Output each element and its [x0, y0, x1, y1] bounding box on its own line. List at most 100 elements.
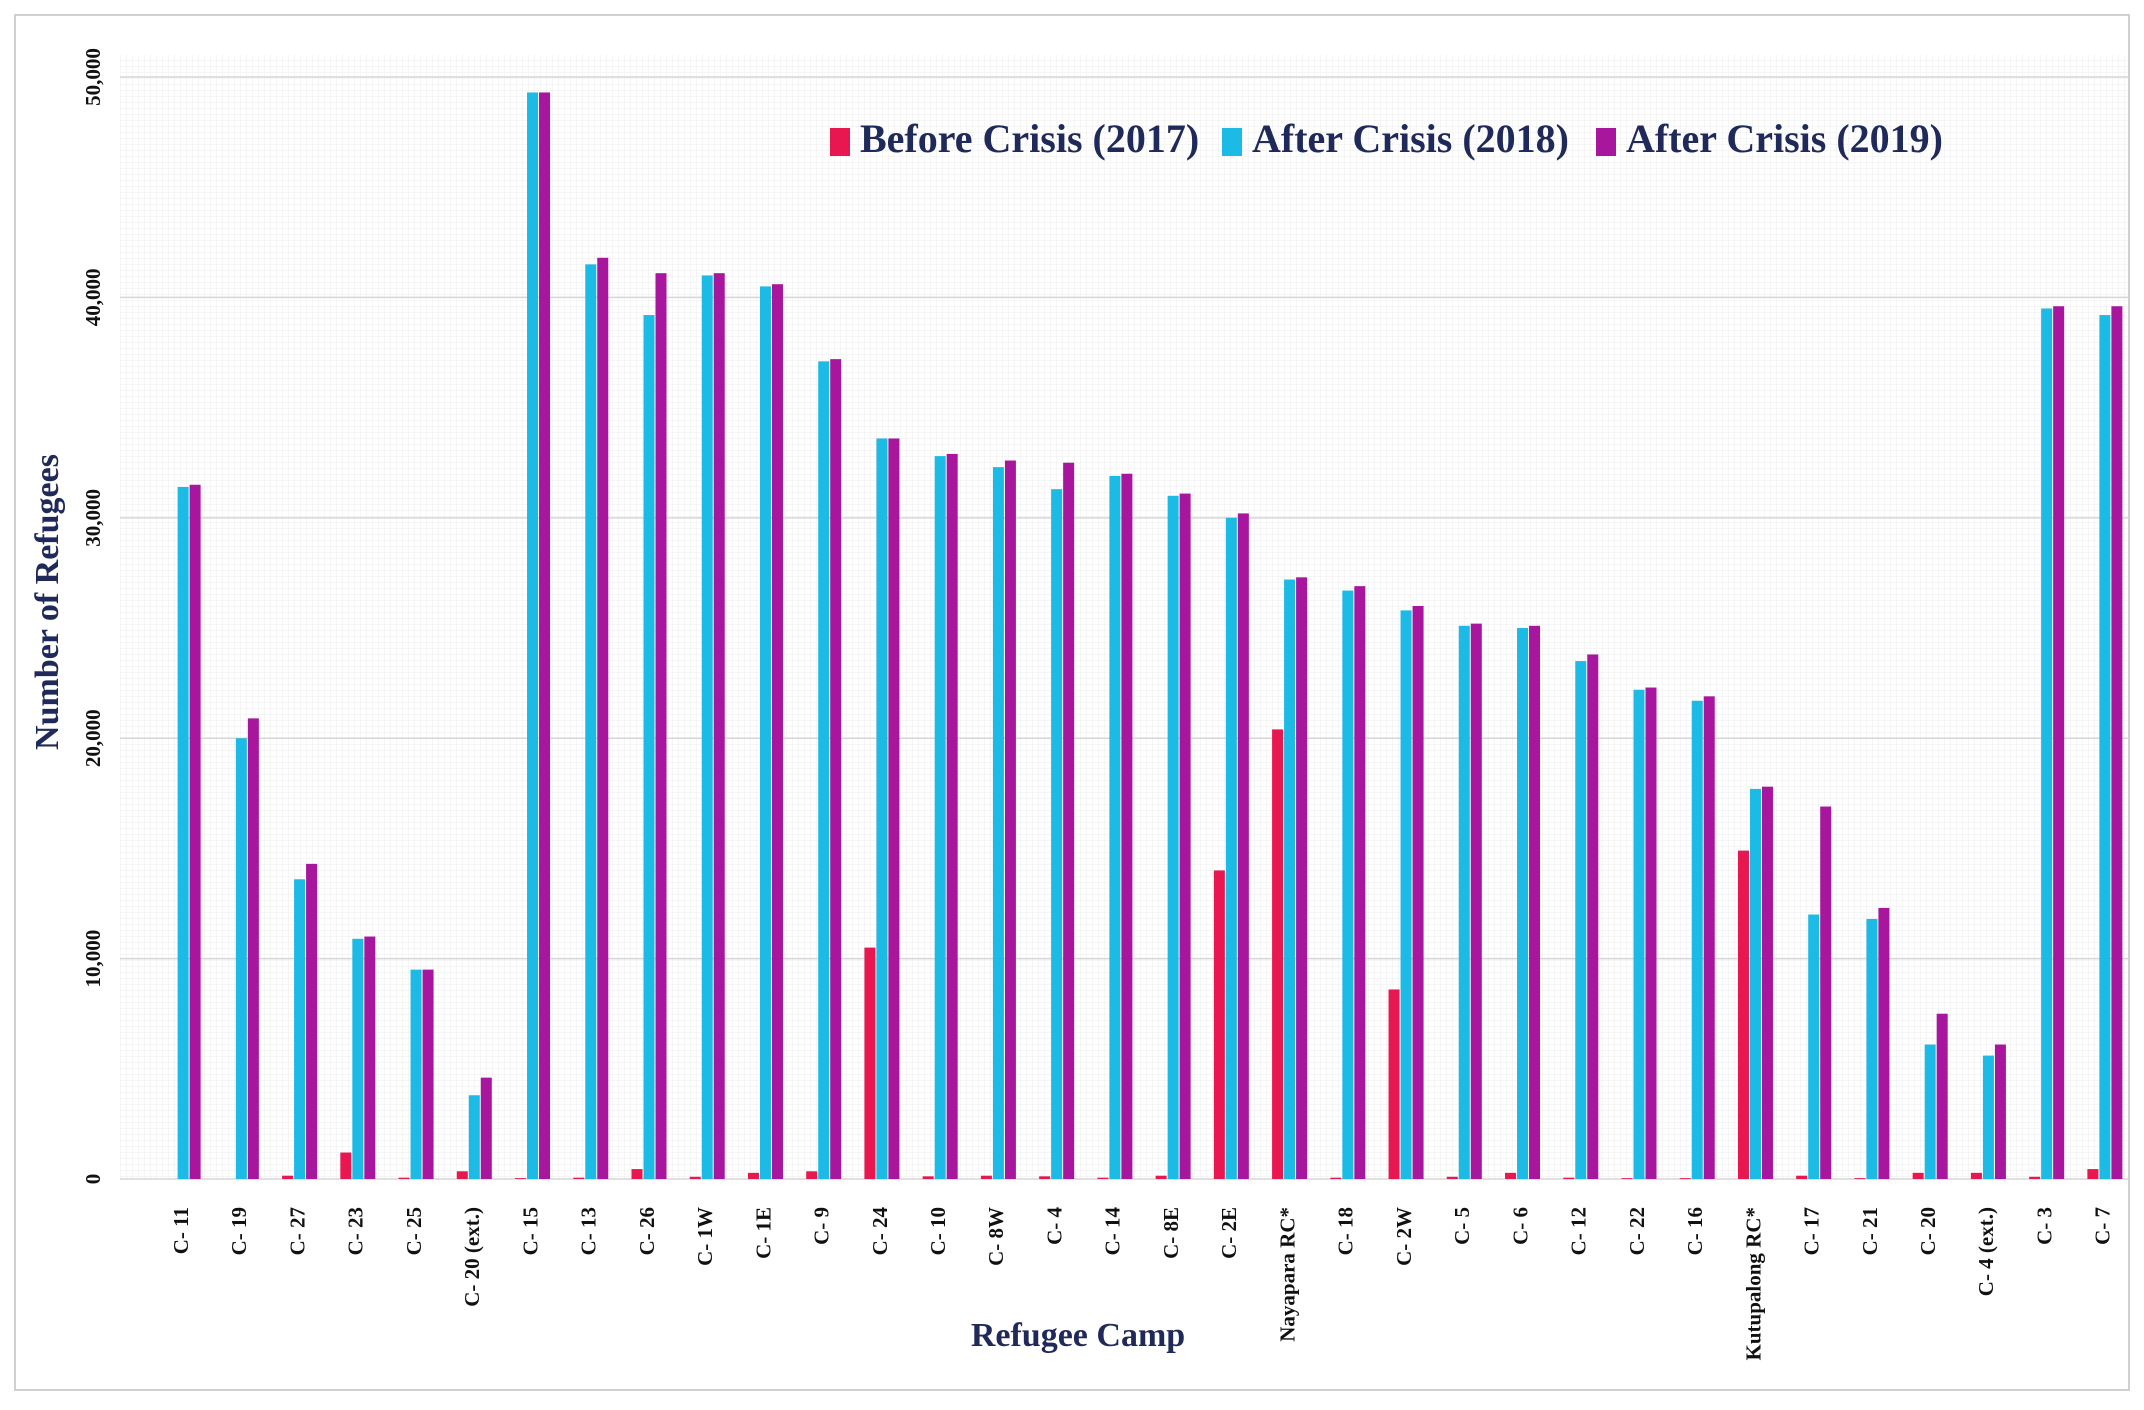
bar — [1912, 1172, 1924, 1179]
bar — [922, 1176, 934, 1179]
bar — [806, 1171, 818, 1179]
bar — [1237, 513, 1249, 1179]
bar — [1284, 579, 1296, 1179]
bar — [934, 456, 946, 1179]
bar — [631, 1169, 643, 1179]
bar — [1458, 625, 1470, 1179]
chart-frame — [14, 14, 2130, 1391]
bar — [1272, 729, 1284, 1179]
bar — [456, 1171, 468, 1179]
x-tick-label: C- 2W — [1392, 1207, 1416, 1266]
bar — [1645, 687, 1657, 1179]
x-tick-label: C- 12 — [1567, 1207, 1591, 1255]
x-axis-title: Refugee Camp — [971, 1317, 1185, 1354]
bar — [1517, 628, 1529, 1179]
bar — [1296, 577, 1308, 1179]
bar — [1866, 918, 1878, 1179]
x-tick-label: C- 9 — [810, 1207, 834, 1245]
x-tick-label: C- 3 — [2032, 1207, 2056, 1245]
bar — [364, 936, 376, 1179]
bar — [946, 453, 958, 1179]
y-tick-label: 50,000 — [81, 48, 105, 106]
bar — [980, 1175, 992, 1179]
x-tick-label: C- 16 — [1683, 1207, 1707, 1255]
bar — [1796, 1175, 1808, 1179]
x-tick-label: C- 17 — [1800, 1207, 1824, 1255]
bar — [1412, 605, 1424, 1179]
y-tick-label: 20,000 — [81, 709, 105, 767]
bar — [2041, 308, 2053, 1179]
bar — [1179, 493, 1191, 1179]
bar — [468, 1095, 480, 1179]
bar — [585, 264, 597, 1179]
bar — [2087, 1169, 2099, 1179]
x-tick-label: C- 26 — [635, 1207, 659, 1255]
x-tick-label: C- 10 — [926, 1207, 950, 1255]
legend-label: After Crisis (2018) — [1252, 116, 1569, 161]
bar — [247, 718, 259, 1179]
bar — [2029, 1176, 2041, 1179]
bar — [1097, 1177, 1109, 1179]
bar — [1808, 914, 1820, 1179]
bar — [1167, 495, 1179, 1179]
bar — [1121, 473, 1133, 1179]
bar — [1621, 1178, 1633, 1179]
bar — [1994, 1044, 2006, 1179]
bar — [1505, 1172, 1517, 1179]
x-tick-label: C- 4 — [1042, 1207, 1066, 1245]
bar — [597, 257, 609, 1180]
bar — [1737, 850, 1749, 1179]
bar — [713, 273, 725, 1179]
bar — [1703, 696, 1715, 1179]
x-tick-label: C- 13 — [577, 1207, 601, 1255]
bar — [1529, 625, 1541, 1179]
x-tick-label: C- 8E — [1159, 1207, 1183, 1259]
bar — [689, 1176, 701, 1179]
bar — [818, 361, 830, 1179]
bar — [1587, 654, 1599, 1179]
bar — [655, 273, 667, 1179]
bar — [1400, 610, 1412, 1179]
bar — [294, 879, 306, 1179]
bar — [480, 1077, 492, 1179]
bar — [1691, 700, 1703, 1179]
x-tick-label: C- 1E — [751, 1207, 775, 1259]
bar — [1679, 1178, 1691, 1179]
bar — [1051, 489, 1063, 1179]
bar — [747, 1172, 759, 1179]
bar — [515, 1178, 527, 1179]
y-tick-label: 10,000 — [81, 930, 105, 988]
x-tick-label: C- 2E — [1217, 1207, 1241, 1259]
x-tick-label: C- 20 (ext.) — [460, 1207, 484, 1307]
x-tick-label: C- 27 — [285, 1207, 309, 1255]
x-tick-label: C- 7 — [2091, 1207, 2115, 1245]
bar — [1004, 460, 1016, 1179]
bar — [2111, 306, 2123, 1179]
bar — [643, 315, 655, 1179]
x-tick-label: Nayapara RC* — [1275, 1207, 1299, 1342]
bar — [1155, 1175, 1167, 1179]
bar — [1225, 517, 1237, 1179]
x-tick-label: C- 20 — [1916, 1207, 1940, 1255]
bars — [177, 92, 2123, 1180]
x-tick-label: C- 15 — [518, 1207, 542, 1255]
bar — [340, 1152, 352, 1179]
legend-swatch — [1596, 128, 1616, 156]
x-tick-label: C- 19 — [227, 1207, 251, 1255]
bar — [573, 1177, 585, 1179]
bar — [1924, 1044, 1936, 1179]
bar — [830, 359, 842, 1179]
bar — [1878, 907, 1890, 1179]
bar — [1213, 870, 1225, 1179]
bar — [1342, 590, 1354, 1179]
bar — [1749, 788, 1761, 1179]
bar — [235, 738, 247, 1179]
y-axis-title: Number of Refugees — [29, 454, 66, 750]
bar — [992, 467, 1004, 1180]
legend-swatch — [830, 128, 850, 156]
y-tick-label: 40,000 — [81, 269, 105, 327]
bar — [189, 484, 201, 1179]
bar — [527, 92, 539, 1179]
bar — [1446, 1176, 1458, 1179]
